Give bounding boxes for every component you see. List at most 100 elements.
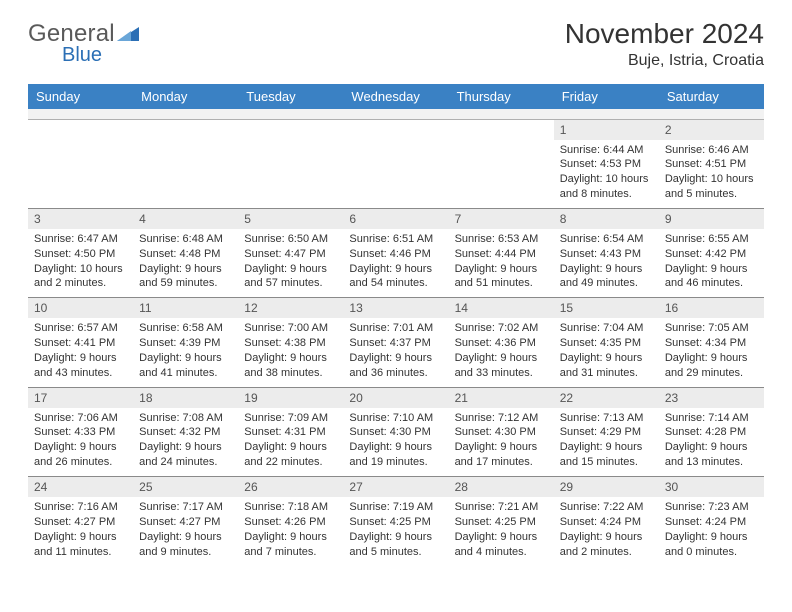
day-number: 20 xyxy=(349,391,362,405)
daylight-line: Daylight: 9 hours and 0 minutes. xyxy=(665,530,758,560)
logo-triangle-icon xyxy=(117,25,139,46)
day-header: Wednesday xyxy=(343,84,448,109)
day-number: 24 xyxy=(34,480,47,494)
day-number: 11 xyxy=(139,301,151,315)
day-detail-cell: Sunrise: 7:09 AMSunset: 4:31 PMDaylight:… xyxy=(238,408,343,477)
daylight-line: Daylight: 9 hours and 26 minutes. xyxy=(34,440,127,470)
day-number-cell: 12 xyxy=(238,298,343,319)
daynum-row: 10111213141516 xyxy=(28,298,764,319)
logo: General Blue xyxy=(28,20,139,67)
sunrise-line: Sunrise: 6:58 AM xyxy=(139,321,232,336)
sunrise-line: Sunrise: 6:53 AM xyxy=(455,232,548,247)
day-number-cell: 16 xyxy=(659,298,764,319)
sunrise-line: Sunrise: 6:44 AM xyxy=(560,143,653,158)
daylight-line: Daylight: 9 hours and 57 minutes. xyxy=(244,262,337,292)
daylight-line: Daylight: 9 hours and 7 minutes. xyxy=(244,530,337,560)
day-detail-cell xyxy=(28,140,133,209)
day-number-cell: 22 xyxy=(554,387,659,408)
day-detail-cell: Sunrise: 6:50 AMSunset: 4:47 PMDaylight:… xyxy=(238,229,343,298)
daylight-line: Daylight: 10 hours and 8 minutes. xyxy=(560,172,653,202)
day-number: 2 xyxy=(665,123,672,137)
day-detail-cell: Sunrise: 6:46 AMSunset: 4:51 PMDaylight:… xyxy=(659,140,764,209)
sunset-line: Sunset: 4:41 PM xyxy=(34,336,127,351)
sunrise-line: Sunrise: 6:48 AM xyxy=(139,232,232,247)
sunset-line: Sunset: 4:25 PM xyxy=(349,515,442,530)
day-detail-cell: Sunrise: 7:16 AMSunset: 4:27 PMDaylight:… xyxy=(28,497,133,565)
sunrise-line: Sunrise: 7:16 AM xyxy=(34,500,127,515)
sunset-line: Sunset: 4:30 PM xyxy=(349,425,442,440)
detail-row: Sunrise: 6:44 AMSunset: 4:53 PMDaylight:… xyxy=(28,140,764,209)
day-detail-cell: Sunrise: 7:23 AMSunset: 4:24 PMDaylight:… xyxy=(659,497,764,565)
day-number: 8 xyxy=(560,212,567,226)
sunset-line: Sunset: 4:43 PM xyxy=(560,247,653,262)
day-detail-cell xyxy=(238,140,343,209)
day-detail-cell: Sunrise: 6:54 AMSunset: 4:43 PMDaylight:… xyxy=(554,229,659,298)
sunset-line: Sunset: 4:28 PM xyxy=(665,425,758,440)
sunrise-line: Sunrise: 7:22 AM xyxy=(560,500,653,515)
daynum-row: 24252627282930 xyxy=(28,477,764,498)
day-detail-cell: Sunrise: 7:17 AMSunset: 4:27 PMDaylight:… xyxy=(133,497,238,565)
day-detail-cell: Sunrise: 6:47 AMSunset: 4:50 PMDaylight:… xyxy=(28,229,133,298)
day-number-cell xyxy=(133,119,238,140)
daylight-line: Daylight: 9 hours and 46 minutes. xyxy=(665,262,758,292)
title-block: November 2024 Buje, Istria, Croatia xyxy=(565,18,764,70)
sunrise-line: Sunrise: 6:51 AM xyxy=(349,232,442,247)
day-number: 23 xyxy=(665,391,678,405)
day-detail-cell: Sunrise: 7:18 AMSunset: 4:26 PMDaylight:… xyxy=(238,497,343,565)
calendar-table: Sunday Monday Tuesday Wednesday Thursday… xyxy=(28,84,764,565)
daylight-line: Daylight: 9 hours and 22 minutes. xyxy=(244,440,337,470)
day-detail-cell: Sunrise: 7:19 AMSunset: 4:25 PMDaylight:… xyxy=(343,497,448,565)
day-detail-cell: Sunrise: 6:58 AMSunset: 4:39 PMDaylight:… xyxy=(133,318,238,387)
sunset-line: Sunset: 4:51 PM xyxy=(665,157,758,172)
daylight-line: Daylight: 9 hours and 43 minutes. xyxy=(34,351,127,381)
sunrise-line: Sunrise: 7:12 AM xyxy=(455,411,548,426)
day-header: Friday xyxy=(554,84,659,109)
sunset-line: Sunset: 4:35 PM xyxy=(560,336,653,351)
day-number-cell: 14 xyxy=(449,298,554,319)
day-number: 18 xyxy=(139,391,152,405)
daylight-line: Daylight: 9 hours and 51 minutes. xyxy=(455,262,548,292)
day-detail-cell: Sunrise: 7:05 AMSunset: 4:34 PMDaylight:… xyxy=(659,318,764,387)
blank-row xyxy=(28,109,764,119)
day-number: 9 xyxy=(665,212,672,226)
day-number: 30 xyxy=(665,480,678,494)
day-number: 3 xyxy=(34,212,41,226)
day-detail-cell: Sunrise: 7:13 AMSunset: 4:29 PMDaylight:… xyxy=(554,408,659,477)
sunset-line: Sunset: 4:39 PM xyxy=(139,336,232,351)
daylight-line: Daylight: 9 hours and 49 minutes. xyxy=(560,262,653,292)
daylight-line: Daylight: 9 hours and 41 minutes. xyxy=(139,351,232,381)
day-number: 21 xyxy=(455,391,468,405)
calendar-body: 12Sunrise: 6:44 AMSunset: 4:53 PMDayligh… xyxy=(28,109,764,565)
day-header: Tuesday xyxy=(238,84,343,109)
daylight-line: Daylight: 9 hours and 17 minutes. xyxy=(455,440,548,470)
calendar-page: General Blue November 2024 Buje, Istria,… xyxy=(0,0,792,565)
day-number-cell: 20 xyxy=(343,387,448,408)
day-detail-cell xyxy=(133,140,238,209)
sunrise-line: Sunrise: 7:09 AM xyxy=(244,411,337,426)
sunrise-line: Sunrise: 7:04 AM xyxy=(560,321,653,336)
day-detail-cell: Sunrise: 7:02 AMSunset: 4:36 PMDaylight:… xyxy=(449,318,554,387)
day-number: 19 xyxy=(244,391,257,405)
detail-row: Sunrise: 6:47 AMSunset: 4:50 PMDaylight:… xyxy=(28,229,764,298)
day-number-cell: 15 xyxy=(554,298,659,319)
day-number-cell: 11 xyxy=(133,298,238,319)
day-detail-cell xyxy=(343,140,448,209)
day-number-cell xyxy=(238,119,343,140)
day-number-cell: 13 xyxy=(343,298,448,319)
daylight-line: Daylight: 9 hours and 29 minutes. xyxy=(665,351,758,381)
day-number-cell: 7 xyxy=(449,208,554,229)
daylight-line: Daylight: 9 hours and 59 minutes. xyxy=(139,262,232,292)
day-number-cell: 29 xyxy=(554,477,659,498)
location: Buje, Istria, Croatia xyxy=(565,52,764,70)
daylight-line: Daylight: 9 hours and 4 minutes. xyxy=(455,530,548,560)
sunset-line: Sunset: 4:32 PM xyxy=(139,425,232,440)
detail-row: Sunrise: 7:06 AMSunset: 4:33 PMDaylight:… xyxy=(28,408,764,477)
day-number: 13 xyxy=(349,301,362,315)
sunset-line: Sunset: 4:53 PM xyxy=(560,157,653,172)
day-number: 16 xyxy=(665,301,678,315)
day-detail-cell: Sunrise: 7:21 AMSunset: 4:25 PMDaylight:… xyxy=(449,497,554,565)
sunset-line: Sunset: 4:24 PM xyxy=(560,515,653,530)
sunset-line: Sunset: 4:48 PM xyxy=(139,247,232,262)
day-detail-cell: Sunrise: 6:55 AMSunset: 4:42 PMDaylight:… xyxy=(659,229,764,298)
sunset-line: Sunset: 4:36 PM xyxy=(455,336,548,351)
